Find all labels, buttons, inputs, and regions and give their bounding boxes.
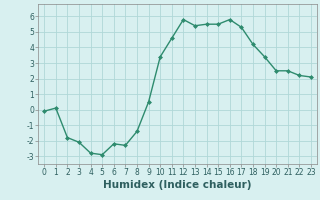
X-axis label: Humidex (Indice chaleur): Humidex (Indice chaleur): [103, 180, 252, 190]
